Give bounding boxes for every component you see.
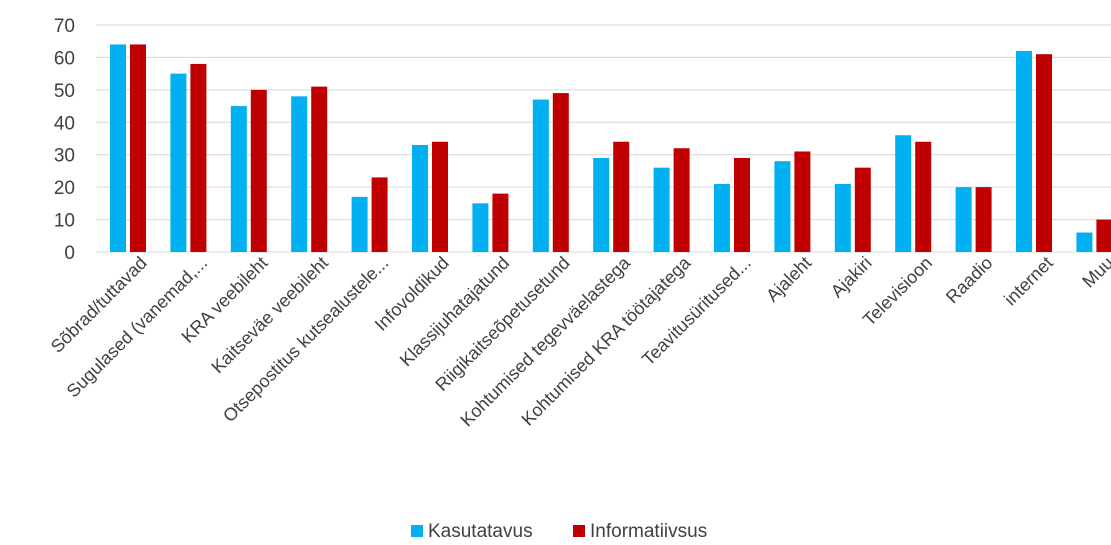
bar-informatiivsus	[794, 151, 811, 252]
bar-kasutatavus	[230, 106, 247, 252]
bar-informatiivsus	[371, 177, 388, 252]
y-tick-label: 20	[54, 178, 75, 199]
x-tick-label: Muu	[1078, 253, 1111, 292]
bar-kasutatavus	[532, 99, 549, 252]
bar-informatiivsus	[734, 157, 750, 252]
x-tick-label: Raadio	[942, 253, 996, 307]
y-tick-label: 10	[54, 211, 75, 232]
bar-informatiivsus	[190, 63, 207, 252]
bar-informatiivsus	[975, 187, 992, 252]
bars	[110, 44, 1111, 253]
y-tick-label: 40	[54, 113, 75, 134]
bar-kasutatavus	[895, 135, 912, 252]
y-tick-label: 30	[54, 146, 75, 167]
legend: Kasutatavus Informatiivsus	[411, 521, 707, 542]
bar-kasutatavus	[955, 187, 972, 252]
bar-informatiivsus	[432, 141, 448, 252]
bar-kasutatavus	[110, 44, 126, 253]
bar-informatiivsus	[1096, 219, 1111, 252]
bar-informatiivsus	[130, 44, 146, 253]
bar-kasutatavus	[472, 203, 489, 252]
bar-informatiivsus	[492, 193, 509, 252]
x-tick-label: Kaitseväe veebileht	[208, 253, 333, 378]
bar-kasutatavus	[1076, 232, 1093, 252]
x-tick-label: Teavitusüritused...	[638, 253, 755, 370]
bar-informatiivsus	[311, 86, 328, 252]
bar-informatiivsus	[854, 167, 871, 252]
bar-informatiivsus	[915, 141, 932, 252]
x-tick-label: Klassijuhatajatund	[396, 253, 513, 370]
bar-kasutatavus	[351, 196, 368, 252]
bar-kasutatavus	[412, 144, 428, 252]
bar-kasutatavus	[714, 183, 730, 252]
bar-kasutatavus	[774, 161, 791, 252]
x-tick-label: Ajakiri	[827, 253, 876, 302]
bar-informatiivsus	[1036, 54, 1052, 252]
x-tick-label: Ajaleht	[762, 253, 815, 306]
bar-informatiivsus	[673, 148, 690, 252]
bar-kasutatavus	[1016, 50, 1032, 252]
bar-informatiivsus	[250, 89, 267, 252]
y-tick-label: 0	[64, 243, 75, 264]
y-tick-label: 70	[54, 16, 75, 37]
bar-kasutatavus	[291, 96, 308, 252]
bar-informatiivsus	[552, 93, 569, 252]
legend-swatch	[411, 525, 423, 537]
legend-label: Informatiivsus	[590, 521, 707, 542]
bar-kasutatavus	[653, 167, 670, 252]
y-tick-label: 50	[54, 81, 75, 102]
bar-kasutatavus	[170, 73, 187, 253]
legend-swatch	[573, 525, 585, 537]
legend-label: Kasutatavus	[428, 521, 533, 542]
bar-kasutatavus	[593, 157, 610, 252]
y-tick-label: 60	[54, 48, 75, 69]
y-axis-ticks: 0 10 20 30 40 50 60 70	[54, 16, 75, 264]
bar-kasutatavus	[834, 183, 851, 252]
bar-informatiivsus	[613, 141, 630, 252]
x-tick-label: internet	[1000, 253, 1057, 310]
